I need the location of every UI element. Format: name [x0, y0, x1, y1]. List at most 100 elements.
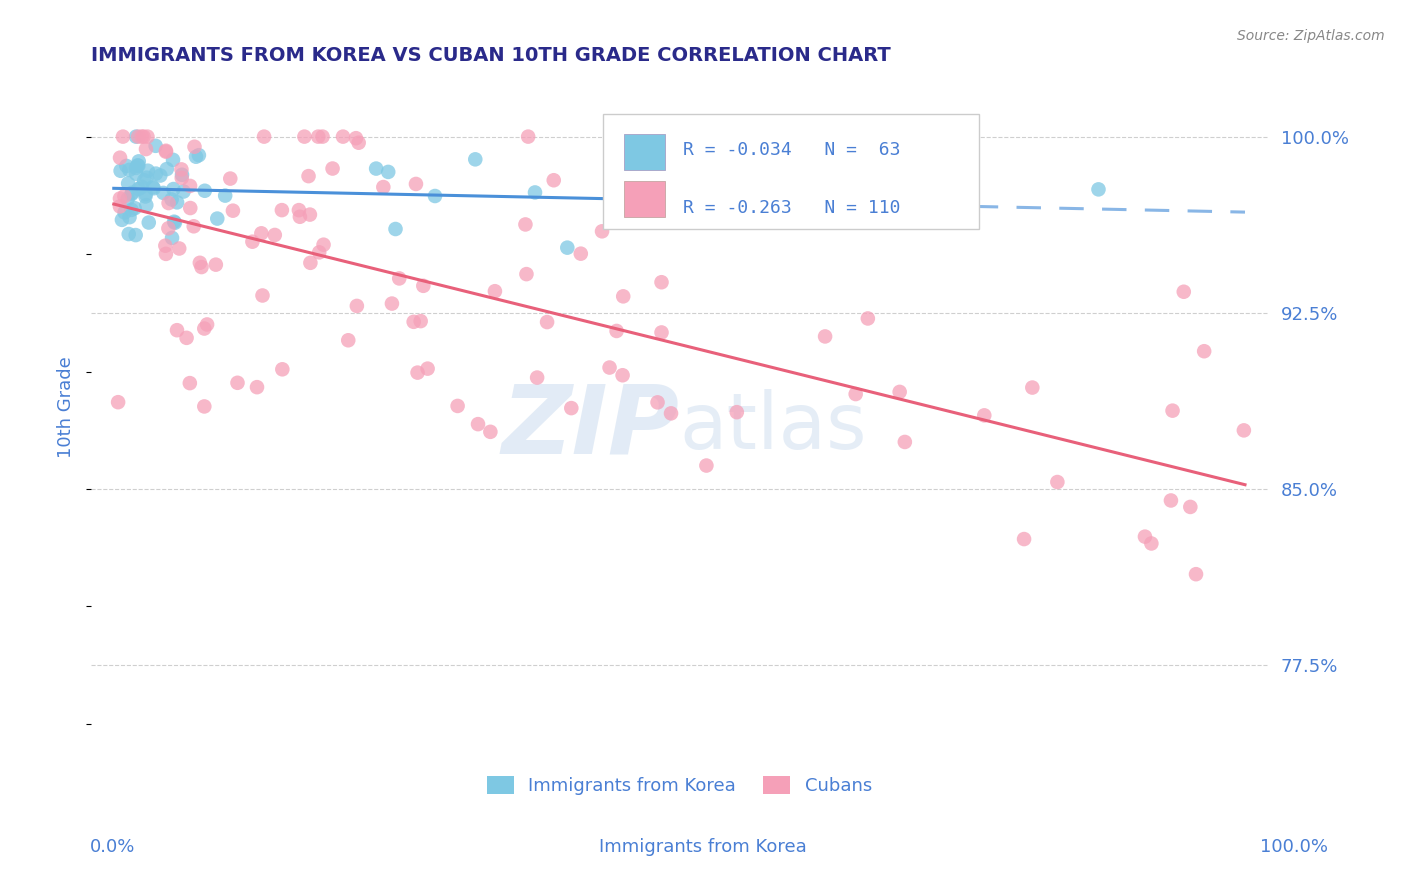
- Point: [479, 425, 502, 439]
- Point: [108, 192, 131, 206]
- Point: [107, 395, 129, 409]
- Point: [155, 145, 177, 159]
- Point: [298, 208, 321, 222]
- Point: [155, 144, 177, 158]
- Point: [263, 227, 285, 242]
- Point: [1021, 380, 1043, 394]
- Point: [612, 289, 634, 303]
- Point: [384, 222, 406, 236]
- Point: [388, 271, 411, 285]
- Point: [157, 196, 180, 211]
- Text: atlas: atlas: [679, 389, 868, 465]
- Point: [405, 177, 427, 191]
- Point: [110, 163, 132, 178]
- Point: [377, 165, 399, 179]
- Point: [160, 231, 183, 245]
- Point: [322, 161, 344, 176]
- Point: [163, 215, 186, 229]
- Point: [271, 362, 294, 376]
- Point: [135, 198, 157, 212]
- Point: [108, 199, 131, 213]
- Point: [108, 151, 131, 165]
- Point: [179, 201, 201, 215]
- Point: [555, 241, 578, 255]
- Point: [184, 150, 207, 164]
- Point: [1185, 567, 1208, 582]
- Point: [845, 203, 868, 218]
- Point: [166, 323, 188, 337]
- Point: [183, 139, 205, 153]
- Point: [1160, 493, 1182, 508]
- Point: [253, 129, 276, 144]
- Point: [725, 405, 748, 419]
- Point: [125, 129, 148, 144]
- Point: [134, 173, 156, 187]
- Point: [651, 326, 673, 340]
- Legend: Immigrants from Korea, Cubans: Immigrants from Korea, Cubans: [479, 769, 879, 802]
- Point: [132, 129, 155, 144]
- FancyBboxPatch shape: [603, 114, 980, 229]
- Text: 100.0%: 100.0%: [1260, 838, 1327, 855]
- Point: [526, 370, 548, 384]
- Point: [973, 409, 995, 423]
- Point: [170, 168, 193, 182]
- Point: [195, 318, 218, 332]
- Point: [299, 256, 322, 270]
- Point: [524, 186, 547, 200]
- Point: [127, 159, 149, 173]
- Point: [381, 296, 404, 310]
- Point: [1087, 182, 1109, 196]
- Point: [1173, 285, 1195, 299]
- Point: [125, 161, 148, 175]
- Point: [176, 331, 198, 345]
- Point: [136, 163, 159, 178]
- Point: [118, 227, 141, 241]
- Point: [311, 129, 333, 144]
- Point: [120, 187, 142, 202]
- Point: [179, 376, 201, 391]
- Point: [890, 189, 912, 203]
- Point: [179, 178, 201, 193]
- Point: [1180, 500, 1202, 514]
- Text: 0.0%: 0.0%: [90, 838, 135, 855]
- Point: [307, 129, 329, 144]
- Text: ZIP: ZIP: [502, 380, 679, 473]
- Point: [344, 131, 367, 145]
- Point: [135, 142, 157, 156]
- Text: Immigrants from Korea: Immigrants from Korea: [599, 838, 807, 855]
- Point: [138, 215, 160, 229]
- Point: [423, 189, 446, 203]
- Point: [894, 434, 917, 449]
- Point: [406, 366, 429, 380]
- Point: [226, 376, 249, 390]
- Point: [125, 167, 148, 181]
- Point: [188, 256, 211, 270]
- Point: [659, 406, 682, 420]
- Point: [111, 129, 134, 144]
- Point: [157, 221, 180, 235]
- Point: [162, 182, 184, 196]
- Point: [856, 311, 879, 326]
- Point: [145, 167, 167, 181]
- Point: [270, 203, 292, 218]
- Text: R = -0.263   N = 110: R = -0.263 N = 110: [683, 199, 900, 217]
- Point: [845, 387, 868, 401]
- Point: [1161, 403, 1184, 417]
- Point: [121, 186, 143, 200]
- Point: [142, 181, 165, 195]
- Point: [695, 458, 717, 473]
- Point: [114, 205, 136, 219]
- Point: [515, 267, 537, 281]
- Point: [346, 299, 368, 313]
- Point: [166, 195, 188, 210]
- Point: [183, 219, 205, 234]
- Point: [128, 182, 150, 196]
- Point: [467, 417, 489, 431]
- Point: [721, 215, 744, 229]
- Point: [288, 203, 311, 218]
- Point: [517, 129, 540, 144]
- Point: [1046, 475, 1069, 489]
- Point: [647, 395, 669, 409]
- Point: [131, 180, 153, 194]
- Point: [1233, 423, 1256, 437]
